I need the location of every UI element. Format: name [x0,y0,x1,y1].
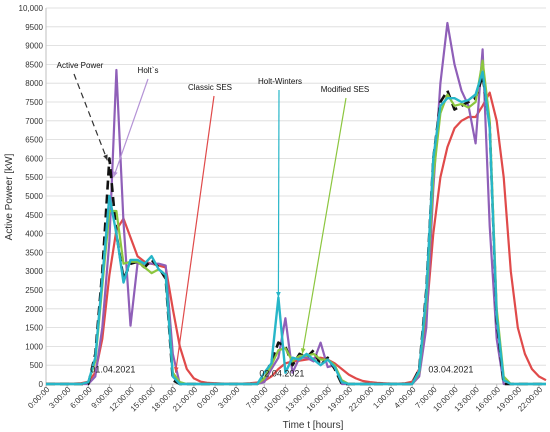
series-line-holt-s [46,21,546,386]
y-tick-label: 9500 [25,23,43,32]
y-tick-label: 3500 [25,248,43,257]
series-lines [46,21,547,386]
y-tick-label: 10,000 [19,4,44,13]
annotations: 01.04.2021 02.04.2021 03.04.2021 Active Pow… [57,61,474,378]
grid [46,7,546,385]
x-tick-label: 6:00:00 [68,385,94,411]
y-tick-label: 500 [30,361,44,370]
day-label: 02.04.2021 [259,368,304,378]
annotation-label: Classic SES [188,83,232,92]
x-tick-label: 0:00:00 [195,385,221,411]
y-tick-label: 7500 [25,98,43,107]
x-tick-label: 3:00:00 [47,385,73,411]
annotation-arrowhead [174,366,179,373]
annotation-arrow [301,97,347,355]
annotation-arrowhead [300,348,306,354]
annotation-arrow [113,78,149,178]
annotation-label: Modified SES [321,85,369,94]
y-tick-label: 5500 [25,173,43,182]
y-tick-label: 6500 [25,136,43,145]
y-tick-label: 2000 [25,305,43,314]
annotation-label: Holt`s [138,66,159,75]
annotation-label: Active Power [57,61,104,70]
y-tick-label: 1000 [25,342,43,351]
x-tick-label: 1:00:00 [371,385,397,411]
y-tick-label: 6000 [25,154,43,163]
annotation-arrow [73,73,108,161]
annotation-arrowhead [276,291,281,298]
y-tick-label: 4000 [25,230,43,239]
x-tick-label: 3:00:00 [216,385,242,411]
annotation-label: Holt-Winters [258,77,302,86]
y-tick-label: 1500 [25,324,43,333]
y-tick-label: 8000 [25,79,43,88]
annotation-arrow [174,95,215,373]
y-tick-label: 4500 [25,211,43,220]
x-axis-label: Time t [hours] [283,420,344,431]
y-tick-label: 9000 [25,42,43,51]
y-tick-label: 3000 [25,267,43,276]
y-tick-label: 2500 [25,286,43,295]
annotation-arrowhead [103,154,108,161]
series-line-holt-winters [46,70,546,386]
y-tick-label: 7000 [25,117,43,126]
y-tick-label: 8500 [25,60,43,69]
y-tick-label: 5000 [25,192,43,201]
x-tick-label: 4:00:00 [392,385,418,411]
annotation-arrowhead [113,171,118,178]
annotation-arrow [277,89,280,298]
day-label: 01.04.2021 [90,365,135,375]
y-axis-label: Active Poweer [kW] [4,153,15,240]
y-tick-label: 0 [39,380,44,389]
series-line-classic-ses [46,91,547,385]
day-label: 03.04.2021 [428,365,473,375]
